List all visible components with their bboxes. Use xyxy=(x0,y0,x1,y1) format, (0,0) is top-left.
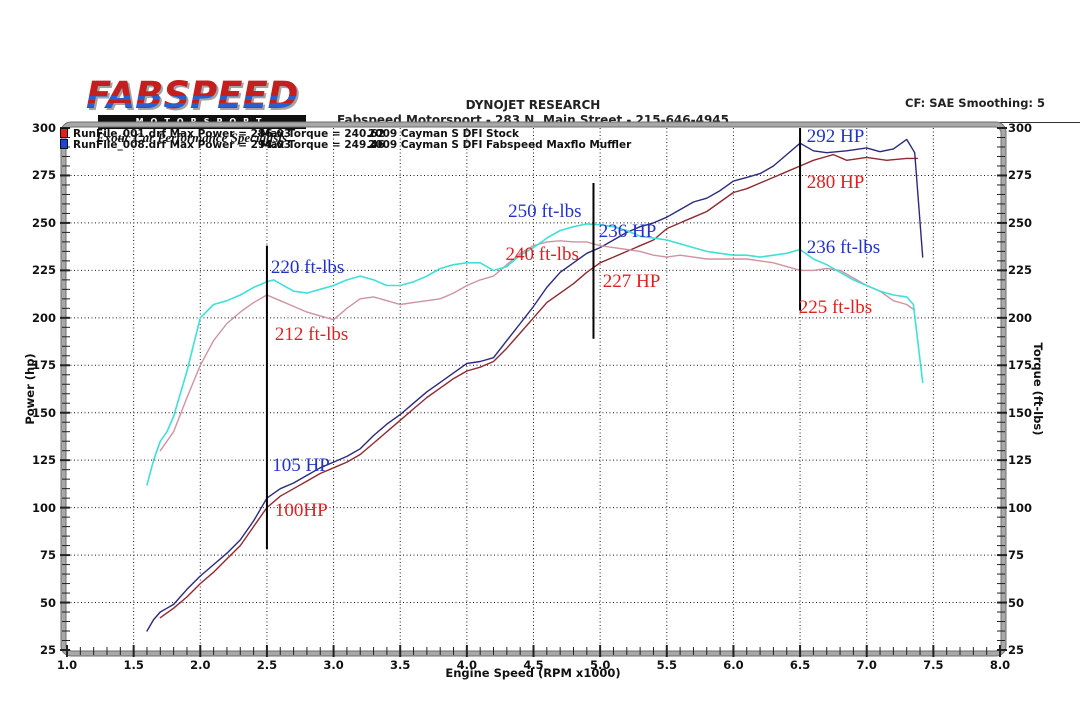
annotation-label: 212 ft-lbs xyxy=(274,323,349,345)
x-axis-tick-label: 4.5 xyxy=(523,658,544,672)
y-axis-tick-label-right: 150 xyxy=(1008,405,1033,420)
x-axis-tick-label: 7.5 xyxy=(923,658,944,672)
series-line-1 xyxy=(146,138,924,632)
y-axis-tick-label-left: 225 xyxy=(31,263,56,278)
x-axis-tick-label: 6.5 xyxy=(789,658,811,672)
legend-runfile-stock: RunFile_001.drf Max Power = 286.03 xyxy=(73,128,292,140)
legend-swatch-stock xyxy=(60,128,68,138)
y-axis-tick-label-right: 100 xyxy=(1008,500,1033,515)
y-axis-tick-label-right: 125 xyxy=(1008,453,1033,468)
y-axis-tick-label-left: 175 xyxy=(31,358,56,373)
x-axis-tick-label: 6.0 xyxy=(723,658,744,672)
legend-swatch-modified xyxy=(60,139,68,149)
y-axis-tick-label-right: 250 xyxy=(1008,215,1033,230)
y-axis-tick-label-right: 200 xyxy=(1008,310,1033,325)
x-axis-title: Engine Speed (RPM x1000) xyxy=(445,666,621,680)
annotation-label: 250 ft-lbs xyxy=(508,200,582,222)
y-axis-tick-label-left: 125 xyxy=(31,453,56,468)
annotation-label: 220 ft-lbs xyxy=(270,257,345,279)
x-axis-tick-label: 5.0 xyxy=(589,658,611,672)
annotation-label: 240 ft-lbs xyxy=(505,244,579,266)
annotation-label: 225 ft-lbs xyxy=(798,297,873,319)
annotation-label: 280 HP xyxy=(806,172,865,194)
y-axis-tick-label-left: 250 xyxy=(31,215,56,230)
y-axis-tick-label-left: 75 xyxy=(39,548,56,563)
y-axis-title-torque: Torque (ft-lbs) xyxy=(1031,342,1045,436)
annotation-label: 100HP xyxy=(274,500,328,522)
x-axis-tick-label: 1.5 xyxy=(123,658,144,672)
y-axis-tick-label-right: 25 xyxy=(1008,643,1025,657)
y-axis-tick-label-left: 300 xyxy=(31,121,56,135)
x-axis-tick-label: 4.0 xyxy=(456,658,478,672)
y-axis-tick-label-right: 50 xyxy=(1008,595,1025,610)
x-axis-tick-label: 8.0 xyxy=(989,658,1011,672)
annotation-label: 105 HP xyxy=(272,454,330,476)
report-title: DYNOJET RESEARCH xyxy=(465,98,601,112)
y-axis-tick-label-left: 200 xyxy=(31,310,56,325)
x-axis-tick-label: 2.5 xyxy=(256,658,278,672)
x-axis-tick-label: 5.5 xyxy=(656,658,677,672)
x-axis-tick-label: 2.0 xyxy=(190,658,211,672)
series-line-0 xyxy=(159,153,919,619)
y-axis-tick-label-left: 25 xyxy=(39,643,56,657)
annotation-label: 227 HP xyxy=(602,270,661,292)
legend-desc-stock: 2009 Cayman S DFI Stock xyxy=(368,128,520,140)
legend-maxtorque-modified: Max Torque = 249.46 xyxy=(260,139,385,151)
annotation-label: 292 HP xyxy=(806,126,865,148)
legend-desc-modified: 2009 Cayman S DFI Fabspeed Maxflo Muffle… xyxy=(368,139,632,151)
annotation-label: 236 HP xyxy=(598,221,657,243)
legend-maxtorque-stock: Max Torque = 240.62 xyxy=(260,128,385,140)
legend-runfile-modified: RunFile_008.drf Max Power = 294.03 xyxy=(73,139,292,151)
y-axis-tick-label-left: 50 xyxy=(39,595,56,610)
fabspeed-logo-wordmark: FABSPEED xyxy=(86,77,326,114)
y-axis-tick-label-right: 175 xyxy=(1008,358,1033,373)
annotation-label: 236 ft-lbs xyxy=(806,236,881,258)
fabspeed-logo-tagline: Exotic Car Performance Specialists xyxy=(96,130,288,145)
y-axis-tick-label-left: 150 xyxy=(31,405,56,420)
y-axis-tick-label-right: 300 xyxy=(1008,121,1033,135)
y-axis-tick-label-left: 275 xyxy=(31,168,56,183)
y-axis-tick-label-right: 225 xyxy=(1008,263,1033,278)
y-axis-tick-label-left: 100 xyxy=(31,500,56,515)
x-axis-tick-label: 3.0 xyxy=(323,658,344,672)
correction-smoothing-settings: CF: SAE Smoothing: 5 xyxy=(905,96,1046,110)
x-axis-tick-label: 1.0 xyxy=(56,658,78,672)
x-axis-tick-label: 3.5 xyxy=(390,658,411,672)
y-axis-tick-label-right: 75 xyxy=(1008,548,1025,563)
series-line-3 xyxy=(146,223,924,486)
y-axis-tick-label-right: 275 xyxy=(1008,168,1033,183)
x-axis-tick-label: 7.0 xyxy=(856,658,877,672)
